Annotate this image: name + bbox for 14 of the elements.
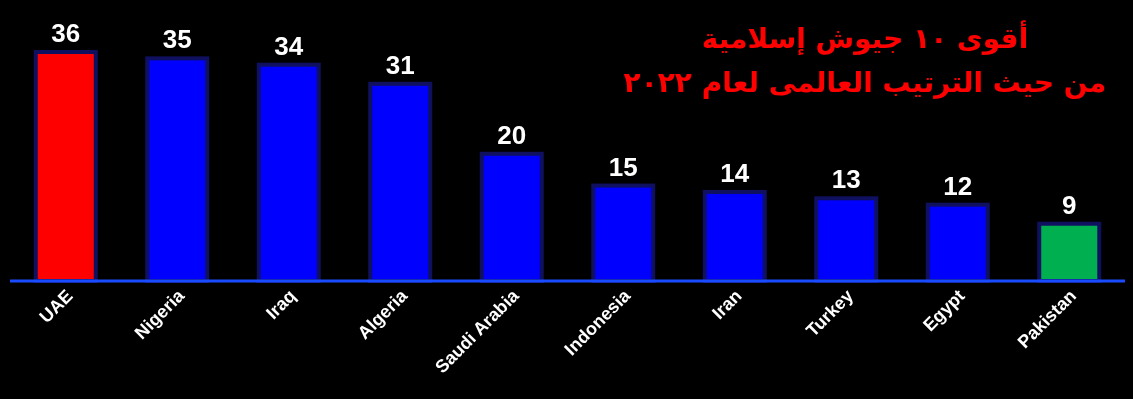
data-label: 12 [943,170,973,201]
text: من حيث الترتيب العالمى لعام ٢٠٢٢ [623,66,1107,99]
x-tick-label: Iraq [262,285,300,324]
x-tick-label: Iran [708,285,746,324]
data-label: 36 [51,18,81,48]
data-label: 34 [274,30,304,61]
data-label: 31 [385,49,415,80]
data-label: 13 [831,164,861,195]
data-label: 20 [497,119,527,150]
chart-title: أقوى ١٠ جيوش إسلامية [701,20,1029,56]
data-label: 14 [720,157,750,188]
data-label: 9 [1062,189,1077,220]
data-label: 35 [162,24,192,55]
data-label: 15 [608,151,638,182]
